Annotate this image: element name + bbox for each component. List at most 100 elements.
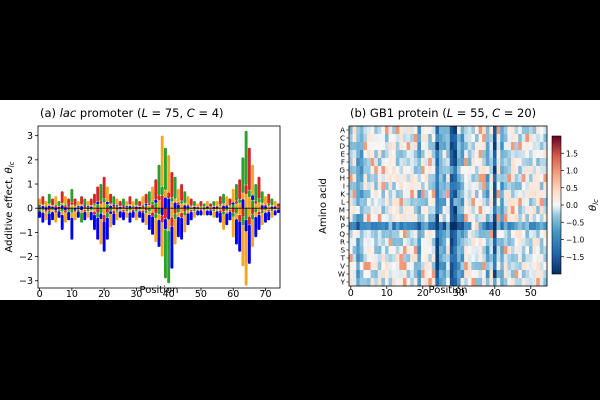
heatmap-cell [352, 142, 357, 151]
heatmap-cell [395, 270, 400, 279]
heatmap-cell [421, 230, 425, 239]
heatmap-cell [536, 198, 540, 207]
logo-char-neg-28-0 [128, 208, 132, 211]
logo-char-pos-25-1 [118, 206, 122, 207]
heatmap-cell [478, 262, 483, 271]
logo-char-pos-22-0 [109, 205, 113, 209]
heatmap-cell [403, 142, 407, 151]
heatmap-cell [532, 166, 537, 175]
logo-char-neg-16-2 [89, 211, 93, 221]
heatmap-cell [439, 134, 443, 143]
heatmap-cell [518, 278, 522, 287]
heatmap-cell [359, 230, 364, 239]
heatmap-cell [395, 182, 400, 191]
heatmap-cell [377, 278, 382, 287]
heatmap-cell [428, 214, 432, 223]
logo-char-neg-40-0 [167, 208, 171, 220]
heatmap-cell [536, 190, 540, 199]
logo-char-neg-14-1 [83, 210, 87, 212]
heatmap-cell [439, 142, 443, 151]
heatmap-cell [532, 238, 537, 247]
logo-char-pos-72-2 [270, 198, 274, 206]
heatmap-cell [511, 166, 515, 175]
heatmap-cell [529, 126, 533, 135]
logo-char-neg-48-2 [193, 211, 196, 218]
heatmap-cell [385, 182, 389, 191]
heatmap-cell [543, 238, 548, 247]
heatmap-cell [446, 278, 450, 287]
heatmap-cell [543, 198, 548, 207]
heatmap-cell [536, 150, 540, 159]
heatmap-cell [435, 166, 440, 175]
heatmap-cell [532, 254, 537, 263]
logo-char-neg-3-0 [47, 208, 51, 211]
heatmap-cell [485, 198, 490, 207]
heatmap-cell [446, 190, 450, 199]
heatmap-cell [460, 270, 465, 279]
heatmap-cell [410, 246, 414, 255]
heatmap-cell [507, 270, 512, 279]
logo-char-pos-40-2 [167, 155, 171, 193]
heatmap-cell [543, 222, 548, 231]
heatmap-cell [464, 214, 468, 223]
heatmap-cell [503, 190, 508, 199]
heatmap-cell [442, 246, 447, 255]
heatmap-cell [442, 134, 447, 143]
heatmap-cell [399, 214, 404, 223]
heatmap-cell [518, 142, 522, 151]
heatmap-cell [500, 246, 504, 255]
heatmap-cell [496, 166, 501, 175]
heatmap-cell [493, 158, 497, 167]
heatmap-cell [421, 142, 425, 151]
heatmap-cell [485, 222, 490, 231]
heatmap-cell [471, 262, 476, 271]
heatmap-cell [532, 150, 537, 159]
heatmap-cell [532, 222, 537, 231]
heatmap-cell [446, 142, 450, 151]
logo-char-pos-44-1 [180, 200, 184, 204]
heatmap-cell [435, 142, 440, 151]
heatmap-cell [467, 238, 472, 247]
heatmap-cell [377, 214, 382, 223]
heatmap-cell [532, 230, 537, 239]
logo-char-neg-48-1 [193, 209, 196, 212]
heatmap-cell [370, 198, 375, 207]
logo-char-neg-66-0 [251, 208, 255, 215]
heatmap-cell [359, 238, 364, 247]
heatmap-cell [363, 270, 368, 279]
heatmap-cell [406, 254, 411, 263]
panel-b-ytick-label: F [341, 158, 345, 167]
logo-char-pos-15-2 [86, 200, 90, 207]
logo-char-neg-32-2 [141, 212, 145, 223]
heatmap-cell [475, 278, 479, 287]
heatmap-cell [536, 262, 540, 271]
heatmap-cell [496, 206, 501, 215]
heatmap-cell [511, 262, 515, 271]
logo-char-neg-60-1 [231, 212, 235, 217]
logo-char-pos-35-1 [151, 201, 154, 205]
heatmap-cell [428, 126, 432, 135]
logo-char-pos-59-2 [228, 198, 232, 206]
heatmap-cell [539, 270, 544, 279]
logo-char-neg-0-1 [38, 209, 42, 212]
heatmap-cell [421, 150, 425, 159]
heatmap-cell [431, 206, 436, 215]
logo-char-pos-24-2 [115, 198, 119, 206]
heatmap-cell [453, 222, 458, 231]
logo-char-neg-43-2 [176, 216, 180, 238]
heatmap-cell [406, 246, 411, 255]
heatmap-cell [475, 142, 479, 151]
heatmap-cell [392, 126, 396, 135]
heatmap-cell [460, 262, 465, 271]
heatmap-cell [406, 214, 411, 223]
heatmap-cell [449, 214, 454, 223]
heatmap-cell [539, 262, 544, 271]
heatmap-cell [388, 246, 393, 255]
heatmap-cell [392, 214, 396, 223]
heatmap-cell [467, 278, 472, 287]
heatmap-cell [464, 254, 468, 263]
logo-char-pos-68-2 [257, 176, 261, 199]
heatmap-cell [399, 262, 404, 271]
logo-char-neg-17-1 [93, 211, 96, 215]
logo-char-pos-4-1 [51, 205, 54, 207]
